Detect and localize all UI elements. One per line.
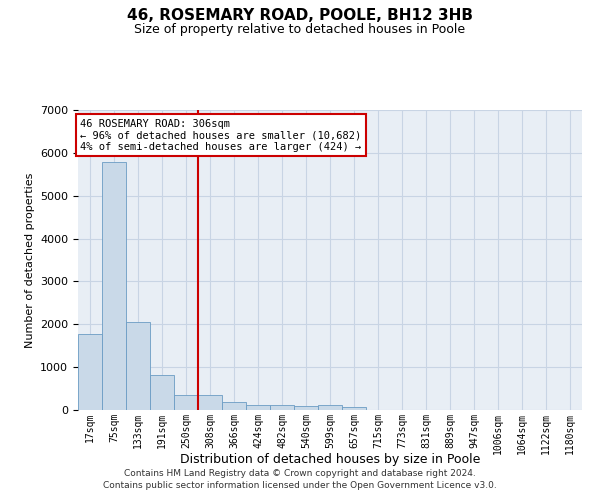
- Bar: [222, 402, 246, 410]
- Bar: [78, 334, 102, 410]
- Text: Distribution of detached houses by size in Poole: Distribution of detached houses by size …: [180, 452, 480, 466]
- Text: 46 ROSEMARY ROAD: 306sqm
← 96% of detached houses are smaller (10,682)
4% of sem: 46 ROSEMARY ROAD: 306sqm ← 96% of detach…: [80, 118, 362, 152]
- Text: 46, ROSEMARY ROAD, POOLE, BH12 3HB: 46, ROSEMARY ROAD, POOLE, BH12 3HB: [127, 8, 473, 22]
- Bar: [342, 406, 366, 410]
- Y-axis label: Number of detached properties: Number of detached properties: [25, 172, 35, 348]
- Bar: [270, 406, 294, 410]
- Bar: [246, 405, 270, 410]
- Text: Size of property relative to detached houses in Poole: Size of property relative to detached ho…: [134, 22, 466, 36]
- Bar: [198, 395, 222, 410]
- Bar: [174, 395, 198, 410]
- Bar: [102, 162, 126, 410]
- Bar: [318, 406, 342, 410]
- Bar: [150, 375, 174, 410]
- Bar: [126, 322, 150, 410]
- Text: Contains HM Land Registry data © Crown copyright and database right 2024.
Contai: Contains HM Land Registry data © Crown c…: [103, 468, 497, 490]
- Bar: [294, 406, 318, 410]
